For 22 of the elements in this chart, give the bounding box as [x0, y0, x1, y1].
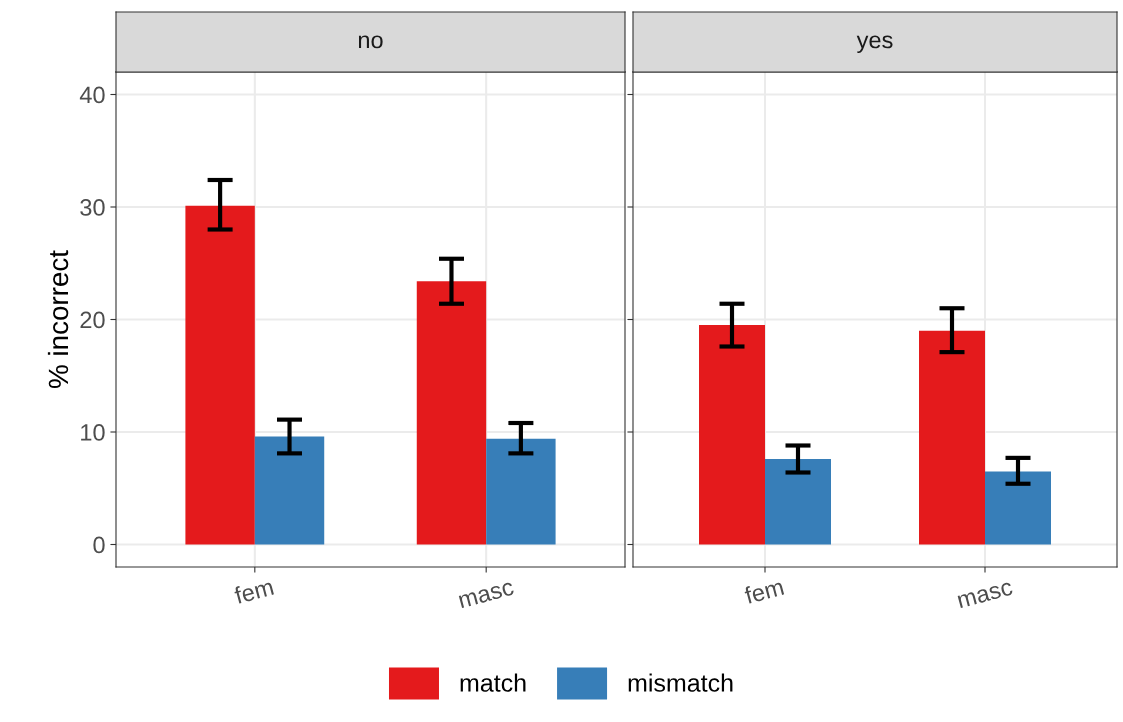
bar — [765, 459, 831, 545]
x-tick-label: masc — [458, 581, 515, 609]
bar — [416, 281, 487, 545]
chart-title: yes — [856, 35, 893, 53]
y-tick-label: 40 — [79, 86, 105, 104]
bar — [254, 436, 325, 545]
y-tick-label: 0 — [93, 536, 105, 554]
bar — [486, 438, 556, 545]
x-tick-label: fem — [743, 577, 785, 605]
x-tick-label: masc — [957, 581, 1014, 609]
bar — [699, 325, 765, 545]
bar — [185, 205, 255, 545]
bar — [985, 471, 1051, 545]
y-tick-label: 20 — [80, 311, 105, 329]
legend-label: mismatch — [628, 673, 733, 692]
chart-title: no — [358, 35, 383, 49]
y-tick-label: 30 — [80, 199, 105, 216]
legend-label: match — [460, 673, 526, 692]
bar — [919, 330, 985, 545]
x-tick-label: fem — [233, 577, 274, 605]
y-axis-title: % incorrect — [47, 250, 69, 388]
y-tick-label: 10 — [81, 424, 105, 441]
